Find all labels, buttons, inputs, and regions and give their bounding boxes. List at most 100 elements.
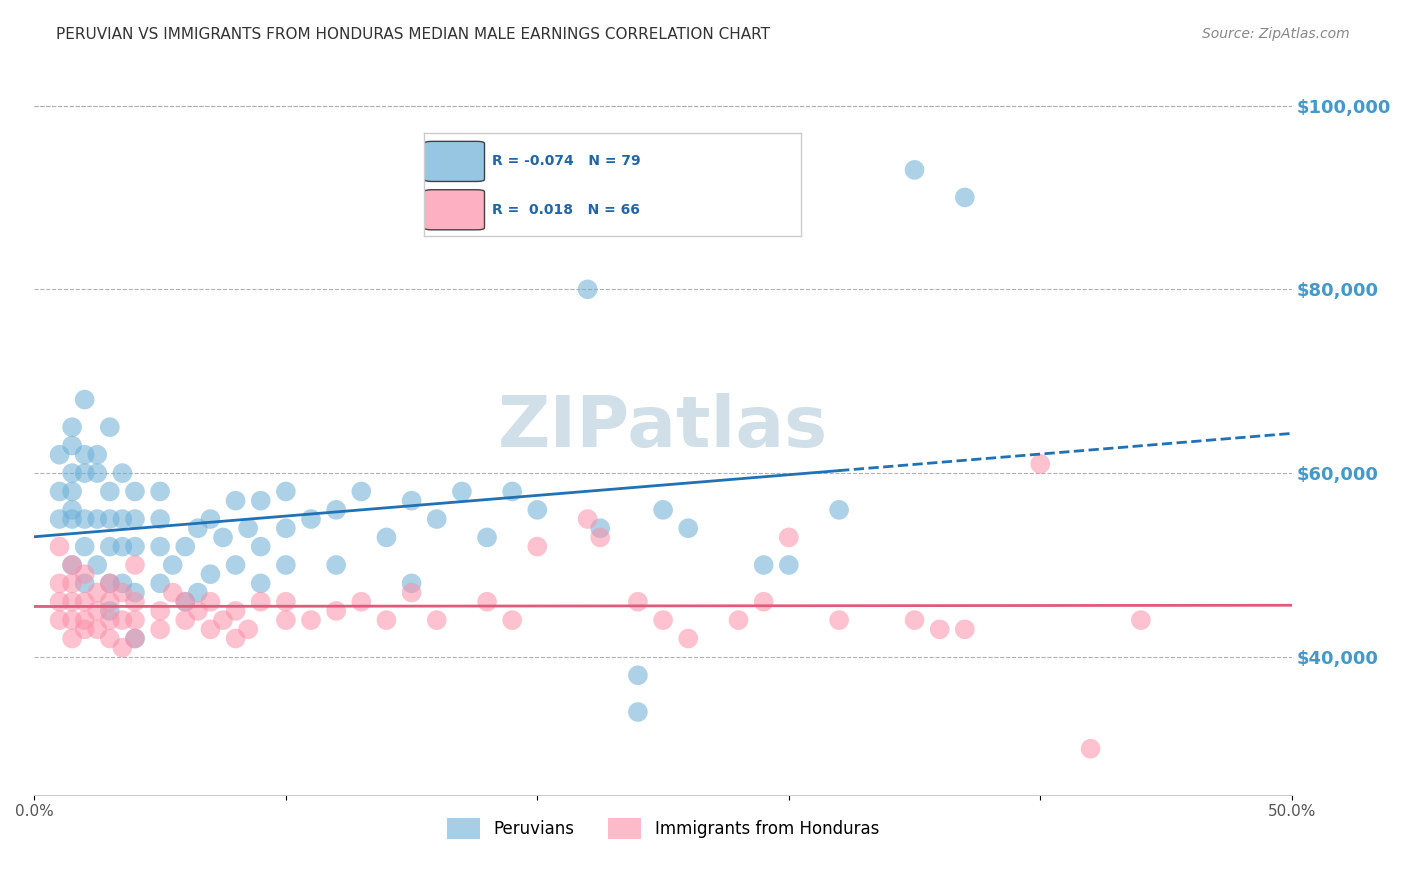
Point	[778, 558, 800, 572]
Point	[350, 484, 373, 499]
Point	[475, 530, 498, 544]
Point	[526, 540, 548, 554]
Text: ZIPatlas: ZIPatlas	[498, 392, 828, 462]
Point	[903, 613, 925, 627]
Point	[501, 484, 523, 499]
Point	[124, 585, 146, 599]
Point	[124, 540, 146, 554]
Point	[953, 623, 976, 637]
Point	[124, 613, 146, 627]
Point	[903, 162, 925, 177]
Point	[48, 448, 70, 462]
Point	[60, 595, 83, 609]
Point	[149, 576, 172, 591]
Point	[86, 604, 108, 618]
Point	[299, 512, 322, 526]
Point	[225, 558, 247, 572]
Point	[149, 512, 172, 526]
Point	[676, 632, 699, 646]
Point	[86, 585, 108, 599]
Point	[652, 613, 675, 627]
Point	[73, 567, 96, 582]
Point	[48, 613, 70, 627]
Point	[98, 604, 121, 618]
Point	[124, 632, 146, 646]
Point	[98, 576, 121, 591]
Point	[60, 613, 83, 627]
Point	[187, 585, 209, 599]
Point	[86, 448, 108, 462]
Point	[98, 632, 121, 646]
Point	[325, 503, 347, 517]
Text: PERUVIAN VS IMMIGRANTS FROM HONDURAS MEDIAN MALE EARNINGS CORRELATION CHART: PERUVIAN VS IMMIGRANTS FROM HONDURAS MED…	[56, 27, 770, 42]
Point	[828, 503, 851, 517]
Point	[274, 521, 297, 535]
Point	[928, 623, 950, 637]
Point	[451, 484, 474, 499]
Point	[401, 576, 423, 591]
Point	[576, 512, 599, 526]
Point	[60, 420, 83, 434]
Point	[124, 558, 146, 572]
Point	[73, 595, 96, 609]
Point	[475, 595, 498, 609]
Point	[200, 512, 222, 526]
Point	[60, 632, 83, 646]
Point	[401, 585, 423, 599]
Point	[60, 503, 83, 517]
Point	[48, 595, 70, 609]
Point	[249, 595, 271, 609]
Point	[589, 530, 612, 544]
Point	[73, 613, 96, 627]
Point	[86, 558, 108, 572]
Point	[274, 484, 297, 499]
Point	[274, 558, 297, 572]
Point	[60, 576, 83, 591]
Point	[124, 632, 146, 646]
Point	[73, 448, 96, 462]
Point	[60, 466, 83, 480]
Point	[124, 512, 146, 526]
Point	[249, 540, 271, 554]
Point	[1029, 457, 1052, 471]
Point	[149, 604, 172, 618]
Point	[236, 521, 259, 535]
Point	[187, 521, 209, 535]
Point	[48, 512, 70, 526]
Point	[426, 512, 449, 526]
Point	[124, 484, 146, 499]
Point	[174, 540, 197, 554]
Legend: Peruvians, Immigrants from Honduras: Peruvians, Immigrants from Honduras	[440, 812, 886, 846]
Point	[149, 540, 172, 554]
Point	[73, 512, 96, 526]
Point	[676, 521, 699, 535]
Point	[401, 493, 423, 508]
Point	[225, 632, 247, 646]
Point	[60, 558, 83, 572]
Point	[953, 190, 976, 204]
Point	[111, 576, 134, 591]
Point	[1129, 613, 1152, 627]
Point	[576, 282, 599, 296]
Point	[73, 576, 96, 591]
Point	[236, 623, 259, 637]
Point	[727, 613, 749, 627]
Point	[752, 595, 775, 609]
Point	[350, 595, 373, 609]
Point	[200, 623, 222, 637]
Point	[778, 530, 800, 544]
Point	[73, 540, 96, 554]
Point	[98, 484, 121, 499]
Point	[86, 512, 108, 526]
Point	[124, 595, 146, 609]
Point	[60, 512, 83, 526]
Point	[111, 585, 134, 599]
Point	[225, 604, 247, 618]
Point	[73, 623, 96, 637]
Point	[325, 558, 347, 572]
Point	[212, 530, 235, 544]
Point	[249, 576, 271, 591]
Point	[200, 595, 222, 609]
Point	[212, 613, 235, 627]
Point	[174, 613, 197, 627]
